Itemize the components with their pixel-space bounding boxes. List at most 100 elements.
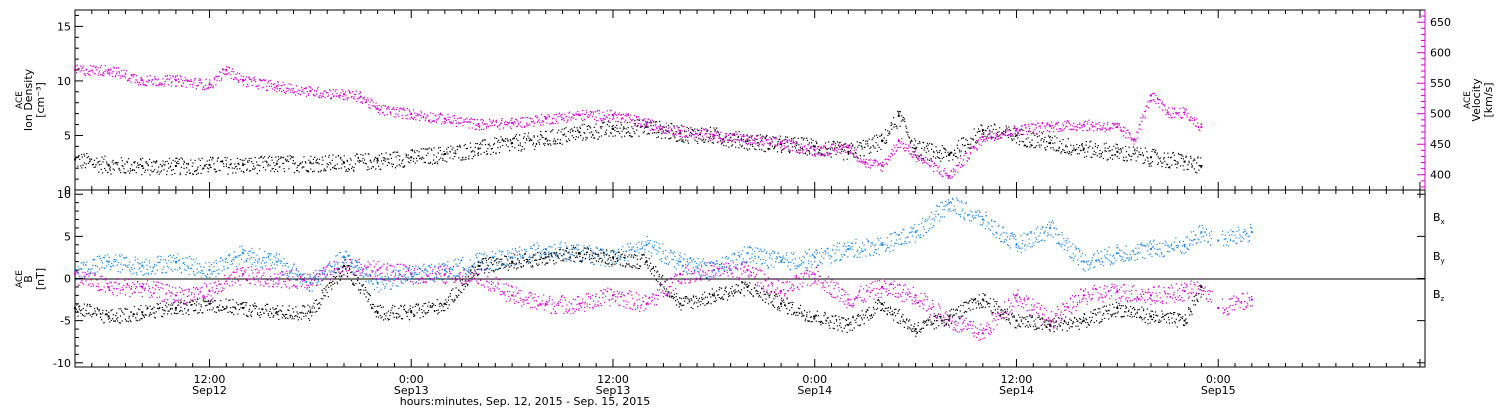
bz-sample xyxy=(316,285,318,287)
density-sample xyxy=(201,157,203,159)
density-sample xyxy=(202,167,204,169)
velocity-sample xyxy=(369,107,371,110)
velocity-sample xyxy=(958,162,960,164)
density-sample xyxy=(362,154,364,156)
density-tick-label: 5 xyxy=(64,129,71,142)
velocity-sample xyxy=(1160,99,1162,101)
density-sample xyxy=(264,160,266,162)
bz-sample xyxy=(578,309,580,311)
velocity-sample xyxy=(598,110,601,112)
bz-sample xyxy=(707,270,710,272)
density-sample xyxy=(1046,141,1048,143)
velocity-sample xyxy=(536,121,538,123)
bz-sample xyxy=(81,282,83,284)
bz-sample xyxy=(369,275,371,278)
density-sample xyxy=(1111,149,1113,151)
density-sample xyxy=(581,124,583,126)
bz-sample xyxy=(567,312,569,314)
density-sample xyxy=(444,160,446,162)
density-sample xyxy=(870,151,872,153)
density-sample xyxy=(1187,168,1189,171)
density-sample xyxy=(422,148,424,150)
density-point-20 xyxy=(746,139,749,142)
velocity-sample xyxy=(792,140,794,142)
velocity-sample xyxy=(641,125,643,127)
density-sample xyxy=(138,167,140,169)
bz-sample xyxy=(292,276,294,278)
velocity-sample xyxy=(118,70,120,73)
bz-sample xyxy=(234,271,236,273)
density-sample xyxy=(1177,162,1179,164)
velocity-sample xyxy=(1148,107,1150,109)
density-sample xyxy=(540,130,542,133)
velocity-sample xyxy=(579,113,581,115)
density-sample xyxy=(1096,155,1098,157)
density-sample xyxy=(637,119,639,121)
density-sample xyxy=(1067,138,1069,140)
density-sample xyxy=(828,141,830,143)
velocity-sample xyxy=(474,119,476,121)
bz-sample xyxy=(263,285,265,287)
velocity-sample xyxy=(870,159,872,161)
density-sample xyxy=(1061,143,1063,145)
bz-sample xyxy=(467,278,469,280)
bz-point-29 xyxy=(1049,319,1052,322)
density-sample xyxy=(816,142,818,145)
velocity-point-28 xyxy=(897,140,900,143)
density-sample xyxy=(218,156,220,159)
bz-sample xyxy=(324,276,326,278)
velocity-sample xyxy=(765,136,767,138)
density-sample xyxy=(135,172,137,174)
density-sample xyxy=(421,156,423,158)
bz-sample xyxy=(752,267,754,269)
velocity-sample xyxy=(631,120,633,122)
velocity-sample xyxy=(722,141,724,143)
bz-sample xyxy=(439,266,441,268)
velocity-sample xyxy=(288,88,290,90)
density-sample xyxy=(1040,144,1042,146)
bz-sample xyxy=(272,280,274,282)
density-sample xyxy=(1014,135,1016,137)
velocity-sample xyxy=(356,100,358,102)
velocity-sample xyxy=(870,164,872,166)
velocity-sample xyxy=(858,161,860,163)
bz-sample xyxy=(241,275,243,277)
density-sample xyxy=(689,131,691,134)
density-sample xyxy=(164,161,167,163)
velocity-sample xyxy=(500,122,502,124)
velocity-sample xyxy=(139,84,141,86)
density-sample xyxy=(395,156,397,158)
velocity-sample xyxy=(767,139,769,141)
density-sample xyxy=(1025,146,1028,148)
density-sample xyxy=(1118,148,1120,151)
density-sample xyxy=(824,155,826,157)
velocity-sample xyxy=(80,65,82,67)
density-sample xyxy=(1166,163,1168,165)
density-sample xyxy=(765,135,767,138)
density-sample xyxy=(984,129,986,132)
velocity-sample xyxy=(419,114,421,116)
bz-sample xyxy=(474,271,476,273)
velocity-sample xyxy=(656,126,658,128)
velocity-sample xyxy=(247,83,249,85)
velocity-sample xyxy=(152,79,154,81)
velocity-sample xyxy=(616,117,618,119)
velocity-sample xyxy=(725,135,727,137)
velocity-sample xyxy=(741,136,743,138)
bz-sample xyxy=(246,279,249,281)
density-sample xyxy=(237,163,239,165)
density-sample xyxy=(950,152,952,154)
velocity-sample xyxy=(103,75,105,77)
bz-sample xyxy=(166,292,168,294)
velocity-sample xyxy=(413,109,415,111)
velocity-sample xyxy=(1007,134,1009,136)
density-sample xyxy=(677,140,679,142)
velocity-sample xyxy=(286,87,288,89)
velocity-sample xyxy=(961,165,963,167)
bz-sample xyxy=(497,282,499,284)
bz-sample xyxy=(234,276,236,279)
density-sample xyxy=(499,141,501,143)
density-sample xyxy=(899,111,901,113)
bz-sample xyxy=(391,271,393,273)
bz-point-32 xyxy=(1149,294,1152,297)
